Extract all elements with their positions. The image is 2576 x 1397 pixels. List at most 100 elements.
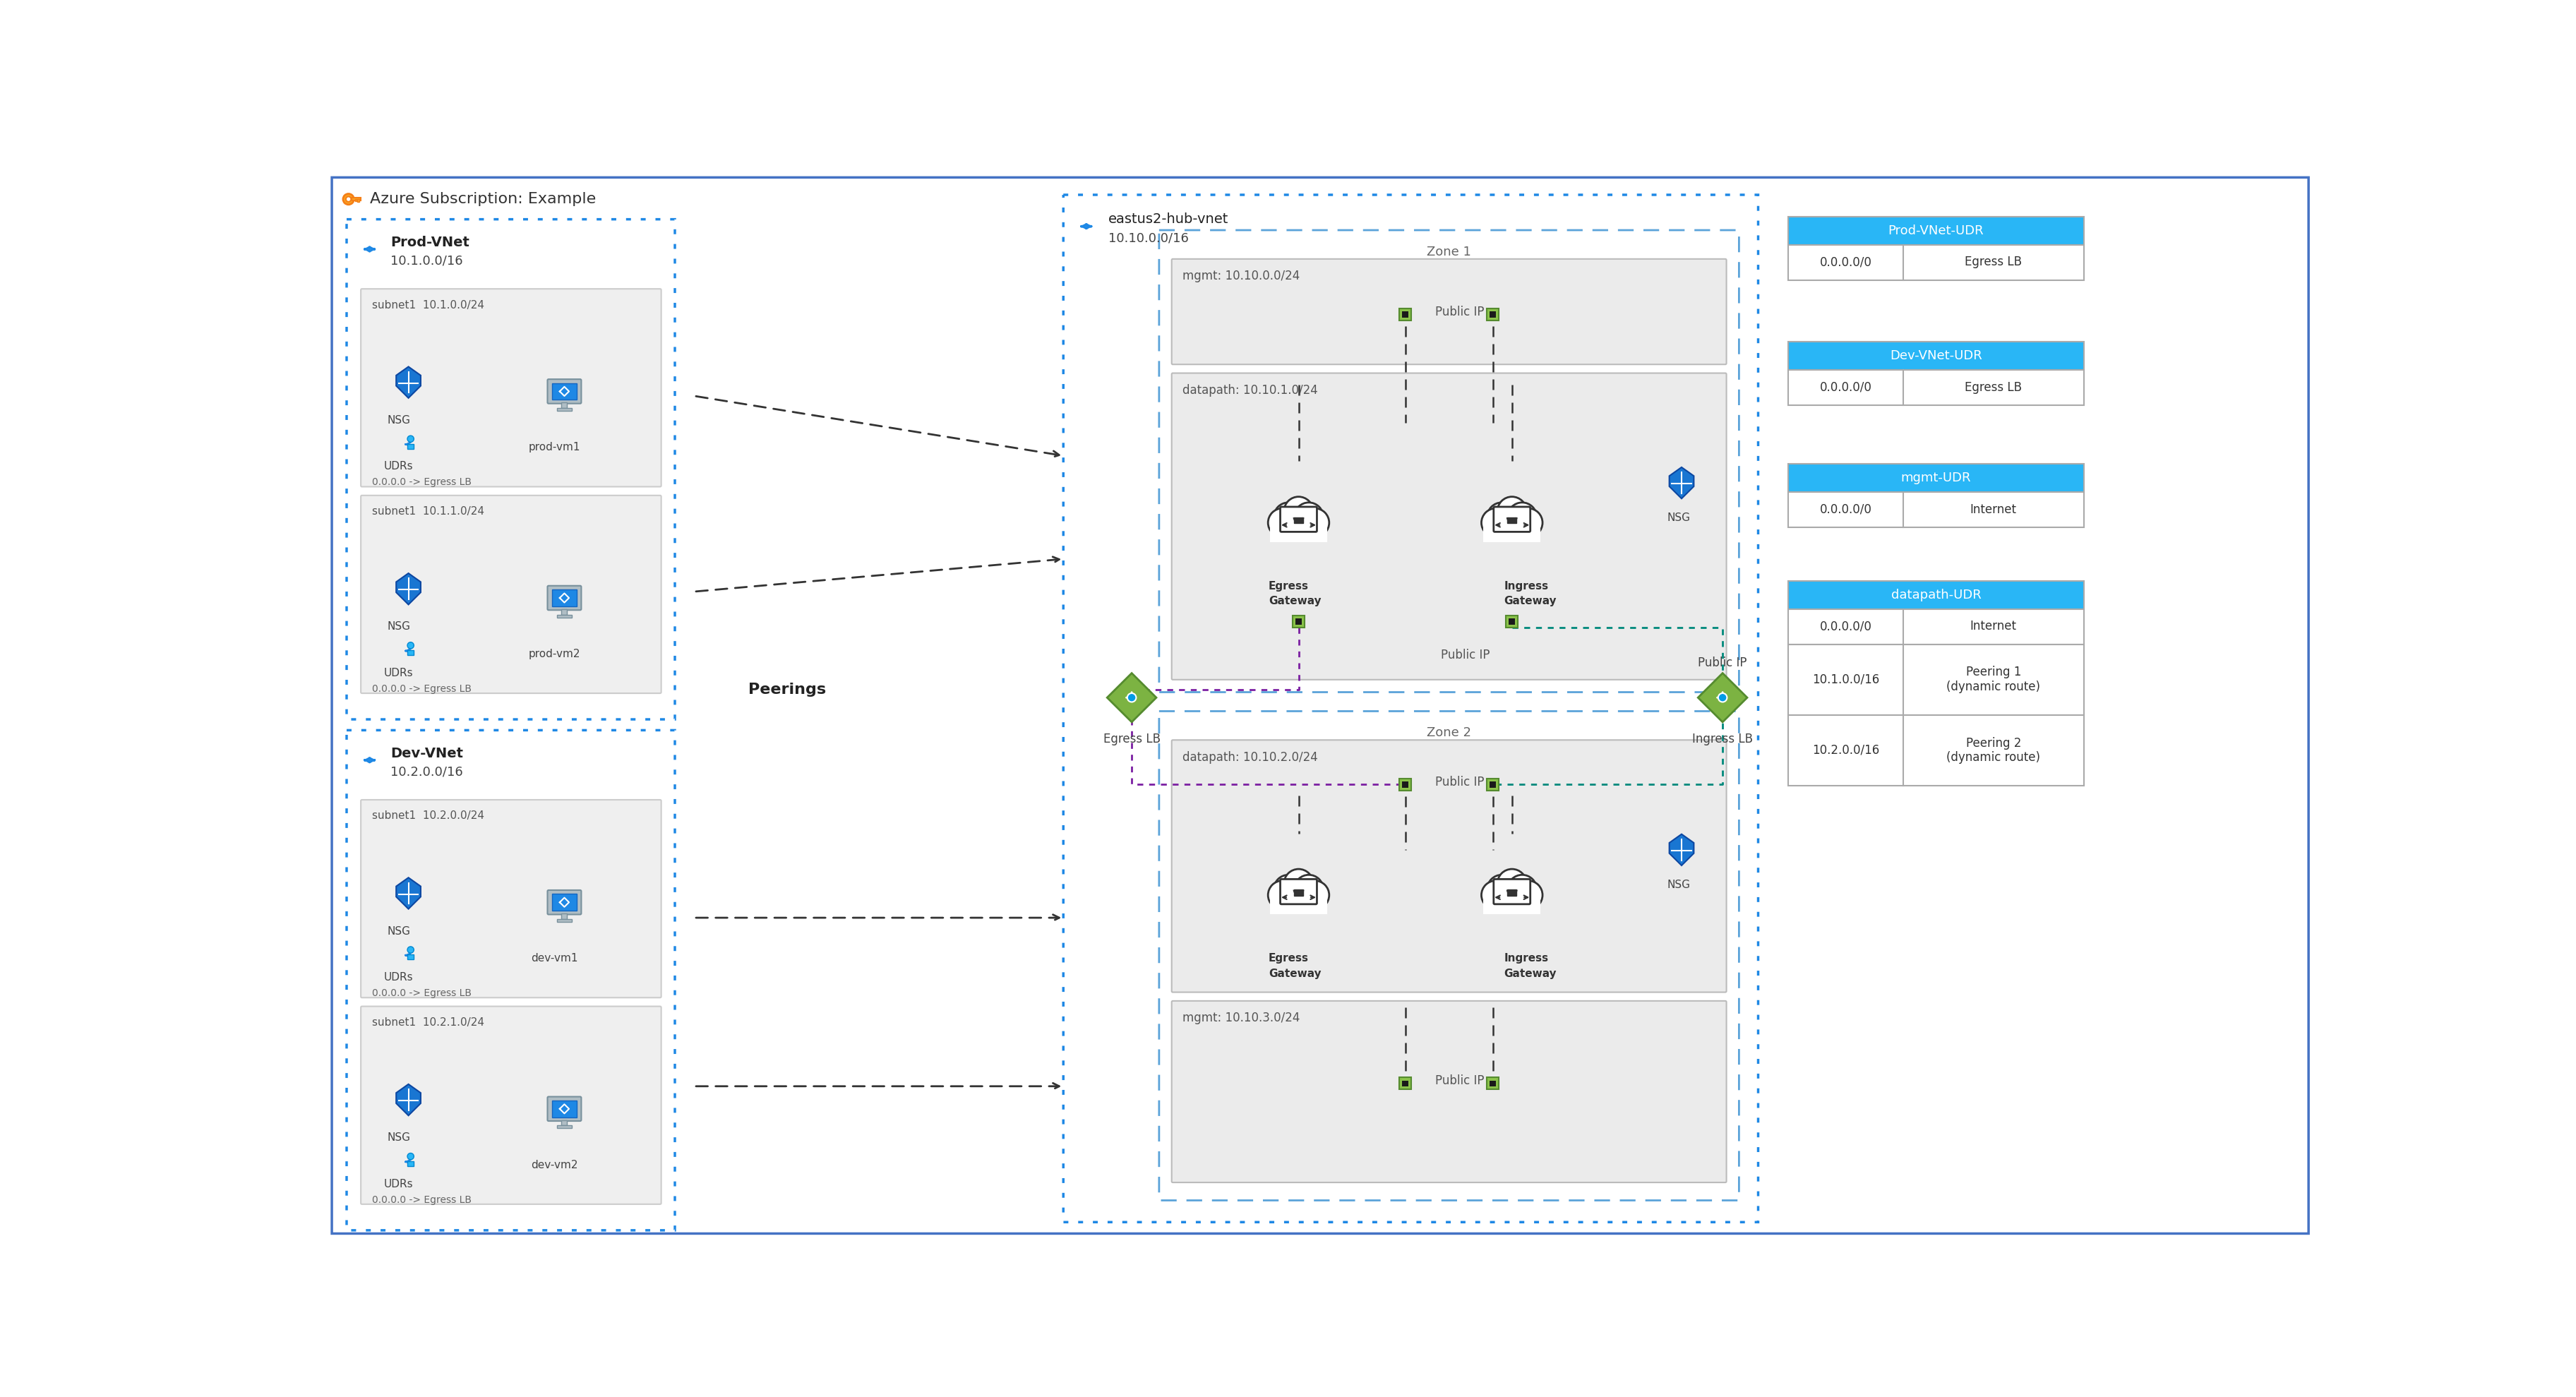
Circle shape — [1301, 880, 1329, 909]
Text: Prod-VNet-UDR: Prod-VNet-UDR — [1888, 225, 1984, 237]
Text: datapath: 10.10.1.0/24: datapath: 10.10.1.0/24 — [1182, 384, 1319, 397]
Text: datapath-UDR: datapath-UDR — [1891, 588, 1981, 601]
Bar — [1293, 616, 1303, 627]
Text: UDRs: UDRs — [384, 668, 412, 679]
FancyBboxPatch shape — [1172, 258, 1726, 365]
Bar — [562, 609, 567, 615]
Text: Peering 1
(dynamic route): Peering 1 (dynamic route) — [1947, 666, 2040, 693]
Text: subnet1  10.2.1.0/24: subnet1 10.2.1.0/24 — [371, 1017, 484, 1028]
FancyBboxPatch shape — [361, 496, 662, 693]
Circle shape — [407, 643, 415, 648]
Circle shape — [1293, 875, 1324, 904]
Circle shape — [407, 1153, 415, 1160]
Text: subnet1  10.2.0.0/24: subnet1 10.2.0.0/24 — [371, 810, 484, 821]
Polygon shape — [1698, 673, 1747, 722]
Text: 10.1.0.0/16: 10.1.0.0/16 — [392, 254, 464, 267]
Text: Gateway: Gateway — [1267, 968, 1321, 979]
Text: 10.1.0.0/16: 10.1.0.0/16 — [1811, 673, 1880, 686]
Text: UDRs: UDRs — [384, 461, 412, 472]
Bar — [551, 894, 577, 911]
FancyBboxPatch shape — [1280, 879, 1316, 904]
Circle shape — [1507, 503, 1538, 531]
Text: mgmt: 10.10.0.0/24: mgmt: 10.10.0.0/24 — [1182, 270, 1301, 282]
Text: Azure Subscription: Example: Azure Subscription: Example — [371, 193, 595, 207]
Bar — [551, 383, 577, 400]
Text: 0.0.0.0 -> Egress LB: 0.0.0.0 -> Egress LB — [371, 989, 471, 999]
Text: NSG: NSG — [386, 1133, 410, 1143]
Bar — [556, 1126, 572, 1129]
Circle shape — [1507, 875, 1538, 904]
Bar — [407, 444, 415, 448]
Circle shape — [407, 436, 415, 441]
Circle shape — [1275, 875, 1303, 904]
FancyBboxPatch shape — [1494, 879, 1530, 904]
Text: 10.10.0.0/16: 10.10.0.0/16 — [1108, 232, 1188, 244]
Bar — [1401, 312, 1409, 317]
FancyBboxPatch shape — [1172, 373, 1726, 680]
Bar — [1399, 1077, 1412, 1090]
Text: dev-vm2: dev-vm2 — [531, 1160, 577, 1171]
Bar — [556, 919, 572, 922]
Text: 0.0.0.0/0: 0.0.0.0/0 — [1819, 381, 1873, 394]
FancyBboxPatch shape — [549, 1097, 582, 1120]
Bar — [1788, 492, 2084, 528]
Bar — [1507, 517, 1517, 524]
Bar — [556, 408, 572, 411]
FancyBboxPatch shape — [361, 800, 662, 997]
Text: Peering 2
(dynamic route): Peering 2 (dynamic route) — [1947, 736, 2040, 764]
Text: Egress LB: Egress LB — [1965, 381, 2022, 394]
Polygon shape — [397, 366, 420, 398]
Text: NSG: NSG — [1667, 513, 1690, 524]
Text: NSG: NSG — [1667, 880, 1690, 890]
Circle shape — [345, 197, 350, 201]
Text: UDRs: UDRs — [384, 972, 412, 982]
Circle shape — [1486, 875, 1517, 904]
Text: 0.0.0.0/0: 0.0.0.0/0 — [1819, 620, 1873, 633]
Text: mgmt: 10.10.3.0/24: mgmt: 10.10.3.0/24 — [1182, 1011, 1301, 1024]
Bar — [407, 651, 415, 655]
Text: Egress LB: Egress LB — [1965, 256, 2022, 268]
Bar — [562, 914, 567, 919]
Circle shape — [1515, 880, 1543, 909]
Text: Prod-VNet: Prod-VNet — [392, 236, 469, 249]
Circle shape — [1275, 503, 1303, 531]
Text: NSG: NSG — [386, 415, 410, 426]
Bar — [1788, 715, 2084, 785]
Text: Egress: Egress — [1267, 581, 1309, 591]
Circle shape — [1293, 503, 1324, 531]
Text: dev-vm1: dev-vm1 — [531, 953, 577, 964]
Circle shape — [1497, 869, 1528, 898]
Bar — [407, 1161, 415, 1166]
Bar — [1788, 342, 2084, 370]
Bar — [1486, 778, 1499, 791]
Text: Public IP: Public IP — [1435, 1074, 1484, 1087]
Bar — [350, 198, 361, 200]
Bar — [1788, 644, 2084, 715]
Text: prod-vm1: prod-vm1 — [528, 441, 580, 453]
Bar — [1507, 616, 1517, 627]
FancyBboxPatch shape — [1494, 507, 1530, 532]
Text: Public IP: Public IP — [1435, 775, 1484, 788]
Text: mgmt-UDR: mgmt-UDR — [1901, 472, 1971, 485]
Bar — [1788, 464, 2084, 492]
Polygon shape — [397, 877, 420, 909]
Text: Dev-VNet-UDR: Dev-VNet-UDR — [1891, 349, 1981, 362]
Bar — [1489, 1080, 1497, 1087]
FancyBboxPatch shape — [348, 219, 675, 719]
FancyBboxPatch shape — [361, 1006, 662, 1204]
Polygon shape — [1108, 673, 1157, 722]
Text: Peerings: Peerings — [747, 682, 827, 697]
Text: prod-vm2: prod-vm2 — [528, 648, 580, 659]
Bar — [1489, 781, 1497, 788]
Text: subnet1  10.1.0.0/24: subnet1 10.1.0.0/24 — [371, 300, 484, 310]
Text: Public IP: Public IP — [1698, 657, 1747, 669]
Bar — [1788, 370, 2084, 405]
Bar — [551, 590, 577, 606]
FancyBboxPatch shape — [549, 379, 582, 404]
Bar — [1788, 581, 2084, 609]
FancyBboxPatch shape — [1159, 711, 1739, 1200]
Bar — [1507, 890, 1517, 895]
Circle shape — [1283, 869, 1314, 898]
Text: Egress LB: Egress LB — [1103, 733, 1159, 746]
Bar — [1788, 609, 2084, 644]
